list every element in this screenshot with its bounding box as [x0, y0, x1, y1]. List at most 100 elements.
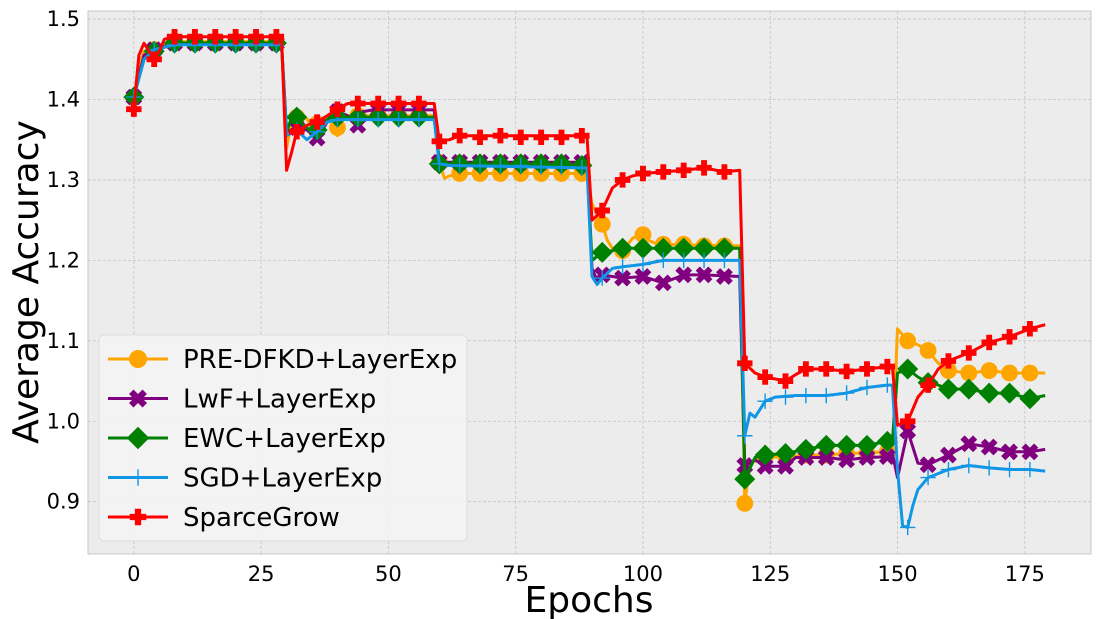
data-point — [146, 51, 162, 67]
legend-marker — [129, 508, 147, 526]
data-point — [451, 157, 468, 174]
data-point — [126, 101, 142, 117]
y-tick-label: 1.3 — [47, 168, 80, 192]
x-axis: 0 25 50 75 100 125 150 175 — [127, 562, 1045, 586]
data-point — [431, 133, 448, 150]
data-point — [370, 111, 386, 128]
y-tick-label: 1.2 — [47, 248, 80, 272]
series-group — [123, 29, 1046, 536]
legend-label: LwF+LayerExp — [183, 385, 376, 415]
legend-label: EWC+LayerExp — [183, 424, 386, 454]
data-point — [1021, 443, 1039, 461]
data-point — [940, 353, 957, 369]
data-point — [492, 127, 509, 144]
data-point — [635, 256, 651, 273]
data-point — [838, 451, 855, 469]
data-point — [513, 129, 529, 145]
data-point — [817, 449, 835, 466]
data-point — [329, 101, 346, 117]
data-point — [574, 127, 590, 144]
data-point — [736, 494, 754, 512]
data-point — [713, 237, 735, 259]
data-point — [818, 387, 834, 404]
data-point — [286, 106, 308, 128]
data-point — [1019, 388, 1041, 410]
data-point — [309, 114, 325, 130]
data-point — [1022, 321, 1038, 337]
data-point — [980, 438, 998, 456]
data-point — [693, 237, 715, 259]
data-point — [999, 382, 1021, 404]
data-point — [268, 29, 285, 45]
data-point — [207, 29, 223, 45]
data-point — [614, 269, 631, 287]
legend-entry: SparceGrow — [108, 503, 340, 533]
data-point — [533, 129, 549, 145]
data-point — [675, 252, 692, 269]
y-tick-label: 1.1 — [47, 329, 80, 353]
data-point — [1001, 443, 1018, 461]
data-point — [937, 378, 959, 400]
data-point — [1021, 364, 1039, 382]
data-point — [879, 377, 896, 393]
data-point — [961, 345, 977, 361]
data-point — [411, 95, 427, 112]
x-tick-label: 150 — [877, 562, 917, 586]
data-point — [1001, 461, 1018, 478]
data-point — [980, 362, 998, 379]
data-point — [818, 361, 834, 377]
x-tick-label: 100 — [623, 562, 663, 586]
x-tick-label: 75 — [502, 562, 529, 586]
data-point — [716, 268, 733, 285]
y-tick-label: 1.0 — [47, 409, 80, 433]
data-point — [411, 111, 427, 128]
data-point — [553, 159, 570, 175]
data-point — [958, 378, 980, 400]
data-point — [1001, 329, 1018, 345]
legend-entry: EWC+LayerExp — [108, 424, 386, 454]
data-point — [675, 162, 692, 178]
data-point — [716, 164, 733, 180]
data-point — [635, 165, 651, 182]
legend-label: SGD+LayerExp — [183, 464, 382, 494]
legend-entry: PRE-DFKD+LayerExp — [108, 345, 457, 375]
series-line — [132, 43, 1046, 529]
data-point — [431, 156, 448, 172]
data-point — [879, 358, 896, 375]
data-point — [858, 449, 876, 466]
data-point — [390, 111, 407, 128]
data-point — [757, 369, 773, 385]
data-point — [815, 434, 837, 456]
data-point — [350, 111, 366, 128]
data-point — [612, 237, 634, 259]
data-point — [632, 237, 654, 259]
legend-entry: SGD+LayerExp — [108, 464, 382, 494]
legend-marker — [129, 389, 147, 408]
data-point — [187, 29, 203, 45]
data-point — [734, 468, 756, 490]
x-tick-label: 0 — [127, 562, 140, 586]
data-point — [859, 361, 875, 377]
data-point — [836, 434, 858, 456]
y-axis-label: Average Accuracy — [6, 120, 47, 444]
x-tick-label: 25 — [248, 562, 275, 586]
data-point — [897, 358, 919, 380]
data-point — [591, 241, 613, 263]
y-tick-label: 1.4 — [47, 87, 80, 111]
data-point — [696, 252, 712, 269]
data-point — [754, 444, 776, 466]
data-point — [960, 364, 978, 382]
y-tick-label: 1.5 — [47, 7, 80, 31]
data-point — [492, 157, 509, 174]
data-point — [614, 259, 631, 275]
data-point — [838, 385, 855, 401]
data-point — [654, 274, 672, 292]
data-point — [981, 460, 997, 476]
data-point — [655, 252, 672, 269]
data-point — [940, 461, 957, 478]
series-3 — [126, 37, 1046, 536]
data-point — [978, 382, 1000, 404]
data-point — [472, 157, 488, 174]
data-point — [227, 29, 244, 45]
x-tick-label: 175 — [1005, 562, 1045, 586]
